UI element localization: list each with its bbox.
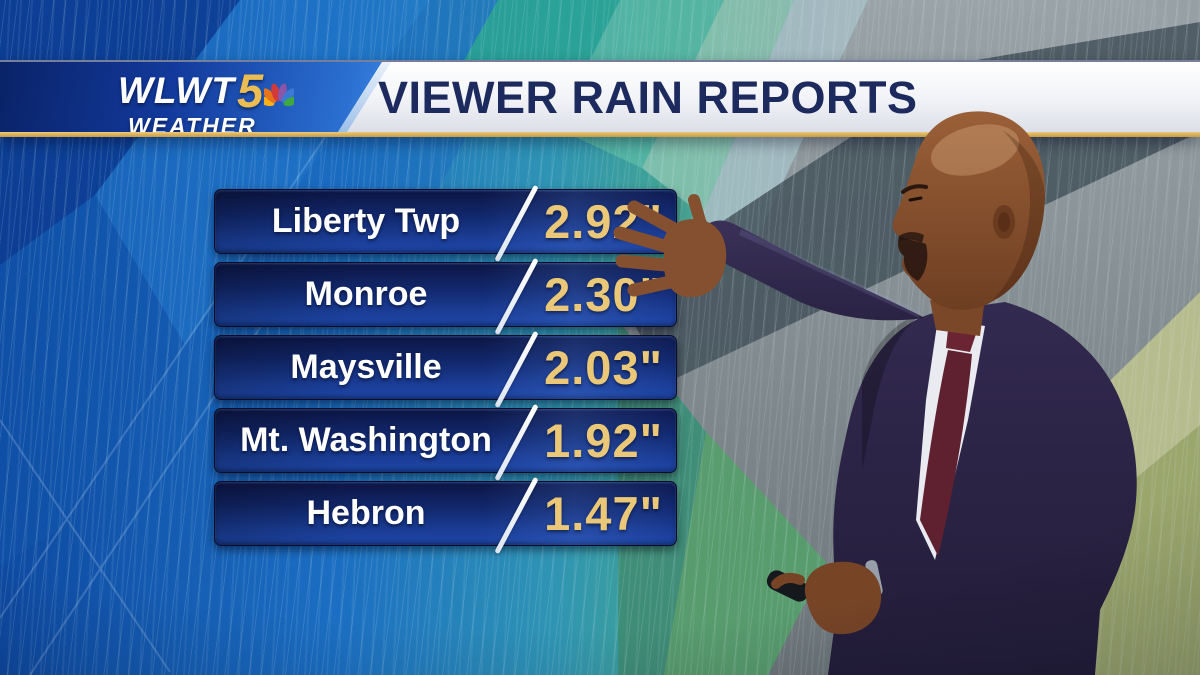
station-logo: WLWT 5 WEATHER — [118, 64, 295, 139]
rainfall-value: 2.03" — [544, 341, 663, 394]
gold-underline — [0, 132, 1200, 137]
station-call-letters: WLWT — [118, 70, 236, 111]
location-label: Maysville — [290, 348, 442, 386]
header-banner: VIEWER RAIN REPORTS WLWT 5 WEATHE — [0, 60, 1200, 138]
rain-report-list: Liberty Twp 2.92" Monroe 2.30" Maysville… — [214, 184, 677, 555]
page-title: VIEWER RAIN REPORTS — [378, 72, 918, 123]
rain-report-row: Monroe 2.30" — [214, 257, 677, 336]
header-band: VIEWER RAIN REPORTS WLWT 5 WEATHE — [0, 60, 1200, 138]
station-channel-number: 5 — [237, 64, 264, 117]
location-label: Monroe — [304, 275, 428, 313]
rain-report-row: Mt. Washington 1.92" — [214, 403, 677, 482]
rain-report-row: Liberty Twp 2.92" — [214, 184, 677, 263]
rain-report-row: Hebron 1.47" — [214, 476, 677, 555]
station-logo-plate — [0, 62, 382, 132]
location-label: Hebron — [306, 494, 426, 532]
location-label: Mt. Washington — [240, 421, 492, 459]
station-department-label: WEATHER — [128, 113, 257, 139]
rainfall-value: 1.47" — [544, 487, 663, 540]
location-label: Liberty Twp — [271, 202, 461, 240]
rainfall-value: 1.92" — [544, 414, 663, 467]
nbc-peacock-icon — [264, 83, 295, 106]
rain-report-row: Maysville 2.03" — [214, 330, 677, 409]
